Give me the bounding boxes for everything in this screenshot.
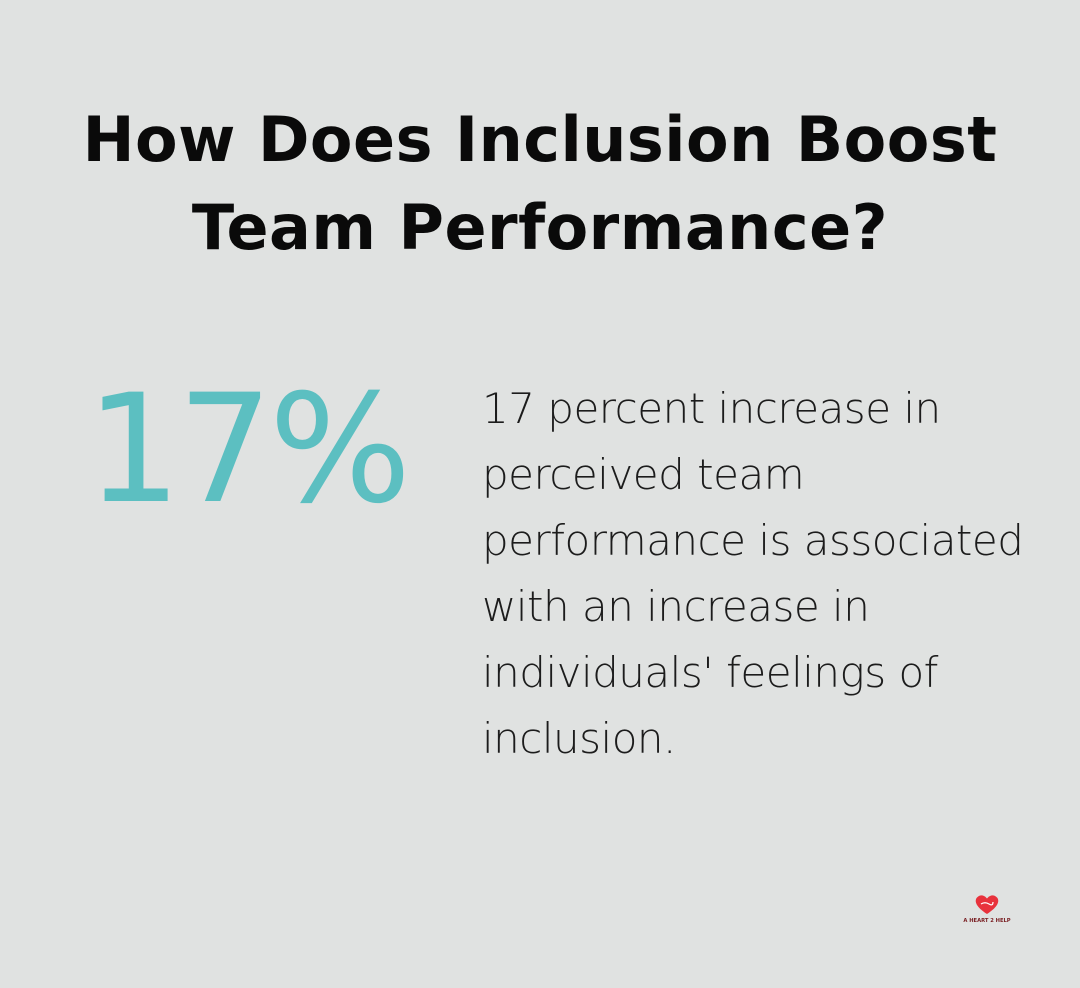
brand-logo: A HEART 2 HELP bbox=[962, 892, 1012, 926]
heart-hands-icon: A HEART 2 HELP bbox=[963, 895, 1011, 924]
title-line-2: Team Performance? bbox=[191, 191, 889, 264]
title-line-1: How Does Inclusion Boost bbox=[82, 103, 998, 176]
logo-hands bbox=[980, 901, 994, 906]
logo-heart bbox=[975, 895, 999, 914]
stat-value: 17% bbox=[86, 363, 411, 537]
logo-text: A HEART 2 HELP bbox=[963, 918, 1010, 924]
stat-description: 17 percent increase in perceived team pe… bbox=[482, 384, 1024, 763]
page-title: How Does Inclusion Boost Team Performanc… bbox=[0, 96, 1080, 272]
